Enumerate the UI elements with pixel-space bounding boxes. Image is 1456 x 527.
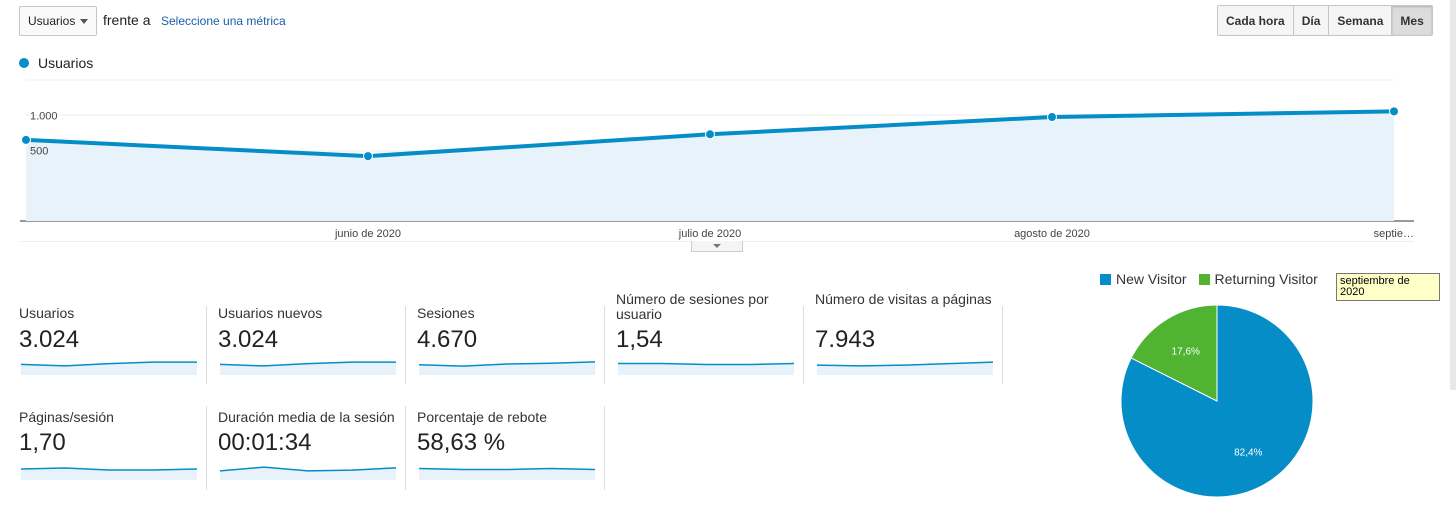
pie-legend: New Visitor Returning Visitor xyxy=(1100,271,1330,287)
pie-chart: 82,4% 17,6% xyxy=(1120,304,1314,498)
metric-label: Porcentaje de rebote xyxy=(417,409,547,425)
legend-swatch-icon xyxy=(1198,273,1210,285)
caret-down-icon xyxy=(713,244,721,248)
metric-sparkline xyxy=(419,361,595,375)
line-chart: 1.000 500 junio de 2020 julio de 2020 agost… xyxy=(20,79,1414,242)
metric-label: Número de sesiones por usuario xyxy=(616,291,769,322)
sparkline-area xyxy=(419,361,595,375)
pie-legend-label-new: New Visitor xyxy=(1116,271,1187,287)
line-chart-area xyxy=(26,111,1394,221)
y-tick-label: 1.000 xyxy=(30,110,58,122)
sparkline-line xyxy=(220,466,396,472)
metric-label: Usuarios nuevos xyxy=(218,305,323,321)
metric-label: Duración media de la sesión xyxy=(218,409,395,425)
metric-sparkline xyxy=(817,361,993,375)
line-chart-legend: Usuarios xyxy=(19,55,93,71)
sparkline-line xyxy=(817,361,993,367)
metric-tile[interactable]: Número de sesiones por usuario 1,54 xyxy=(616,292,804,384)
metric-sparkline xyxy=(419,467,595,480)
chart-tooltip: septiembre de 2020 xyxy=(1336,273,1440,301)
period-month-button[interactable]: Mes xyxy=(1392,6,1432,35)
series-dot-icon xyxy=(19,58,29,68)
select-metric-link[interactable]: Seleccione una métrica xyxy=(161,14,286,28)
metric-tile[interactable]: Número de visitas a páginas 7.943 xyxy=(815,292,1003,384)
metric-label: Sesiones xyxy=(417,305,475,321)
metric-sparkline xyxy=(618,362,794,375)
sparkline-area xyxy=(220,362,396,375)
metric-value: 7.943 xyxy=(815,326,876,353)
metric-sparkline xyxy=(220,466,396,480)
period-week-button[interactable]: Semana xyxy=(1329,6,1393,35)
sparkline-area xyxy=(21,362,197,375)
metric-value: 1,70 xyxy=(19,429,66,456)
legend-label-usuarios: Usuarios xyxy=(38,55,94,71)
pie-slice-label: 17,6% xyxy=(1172,346,1200,357)
metric-sparkline xyxy=(21,361,197,375)
metric-tile[interactable]: Usuarios 3.024 xyxy=(19,306,207,384)
pie-legend-item-returning[interactable]: Returning Visitor xyxy=(1198,271,1318,287)
pie-slice-returning-visitor[interactable] xyxy=(1130,304,1218,402)
metric-select-value: Usuarios xyxy=(28,14,76,28)
legend-swatch-icon xyxy=(1100,273,1111,285)
pie-slice-label: 82,4% xyxy=(1234,448,1262,459)
metric-tile[interactable]: Usuarios nuevos 3.024 xyxy=(218,306,406,384)
period-day-button[interactable]: Día xyxy=(1293,6,1330,35)
metric-sparkline xyxy=(21,467,197,480)
line-chart-point[interactable] xyxy=(363,151,373,162)
x-tick-label: septie… xyxy=(1374,228,1414,240)
sparkline-area xyxy=(817,362,993,375)
period-hourly-button[interactable]: Cada hora xyxy=(1218,6,1294,35)
metric-tile[interactable]: Porcentaje de rebote 58,63 % xyxy=(417,406,605,490)
scrollbar[interactable] xyxy=(1450,0,1456,390)
sparkline-area xyxy=(618,363,794,375)
line-chart-point[interactable] xyxy=(1047,112,1057,123)
x-tick-label: agosto de 2020 xyxy=(1014,228,1090,240)
pie-legend-item-new[interactable]: New Visitor xyxy=(1100,271,1187,287)
chevron-down-icon xyxy=(80,19,88,24)
chart-collapse-handle[interactable] xyxy=(691,241,743,252)
sparkline-line xyxy=(21,467,197,471)
vs-text: frente a xyxy=(103,12,151,28)
metric-value: 1,54 xyxy=(616,326,663,353)
metric-value: 4.670 xyxy=(417,326,478,353)
metric-select[interactable]: Usuarios xyxy=(19,6,97,36)
sparkline-line xyxy=(21,361,197,367)
metric-tile[interactable]: Sesiones 4.670 xyxy=(417,306,605,384)
sparkline-line xyxy=(220,361,396,367)
period-toggle-group: Cada hora Día Semana Mes xyxy=(1217,5,1433,36)
x-tick-label: julio de 2020 xyxy=(678,228,741,240)
metric-value: 3.024 xyxy=(218,326,279,353)
metric-tile[interactable]: Páginas/sesión 1,70 xyxy=(19,406,207,490)
metric-value: 00:01:34 xyxy=(218,429,312,456)
metric-value: 58,63 % xyxy=(417,429,506,456)
sparkline-line xyxy=(419,361,595,367)
x-tick-label: junio de 2020 xyxy=(334,228,401,240)
sparkline-line xyxy=(618,362,794,366)
line-chart-point[interactable] xyxy=(705,129,715,140)
line-chart-point[interactable] xyxy=(1389,106,1399,117)
metric-sparkline xyxy=(220,361,396,375)
sparkline-area xyxy=(419,468,595,480)
sparkline-area xyxy=(21,468,197,480)
y-tick-label: 500 xyxy=(30,146,48,158)
pie-legend-label-returning: Returning Visitor xyxy=(1214,271,1318,287)
metric-tile[interactable]: Duración media de la sesión 00:01:34 xyxy=(218,406,406,490)
metric-label: Número de visitas a páginas xyxy=(815,291,992,307)
metric-label: Páginas/sesión xyxy=(19,409,114,425)
line-chart-point[interactable] xyxy=(21,134,31,145)
sparkline-line xyxy=(419,467,595,471)
metric-value: 3.024 xyxy=(19,326,80,353)
metric-label: Usuarios xyxy=(19,305,75,321)
